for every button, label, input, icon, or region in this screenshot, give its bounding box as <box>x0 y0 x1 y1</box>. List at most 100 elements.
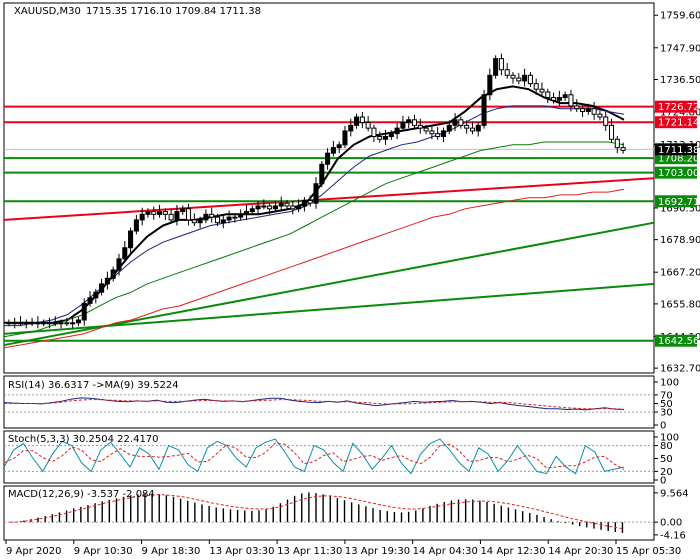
candle-body <box>516 77 522 82</box>
candle-body <box>174 211 180 221</box>
candle-body <box>168 213 174 221</box>
candle-body <box>452 119 458 126</box>
macd-signal-line <box>9 494 623 530</box>
candle-body <box>64 322 70 325</box>
candle-body <box>99 283 105 293</box>
level-label: 1726.72 <box>658 102 699 113</box>
candle-body <box>458 119 464 126</box>
osc-tick-label: 50 <box>660 454 673 465</box>
time-tick-label: 9 Apr 10:30 <box>74 546 133 557</box>
candle-body <box>296 205 302 210</box>
osc-tick-label: 20 <box>660 467 673 478</box>
candle-body <box>122 247 128 260</box>
candle-body <box>330 147 336 154</box>
candle-body <box>533 83 539 90</box>
candle-body <box>371 127 377 137</box>
price-axis: 1759.601747.901736.501724.801713.101690.… <box>654 11 700 375</box>
candle-body <box>12 322 18 325</box>
time-tick-label: 13 Apr 03:30 <box>209 546 274 557</box>
price-tick-label: 1667.20 <box>660 268 700 279</box>
candle-body <box>464 124 470 129</box>
candle-body <box>133 219 139 232</box>
candle-body <box>620 147 626 151</box>
osc-tick-label: 0 <box>660 476 666 487</box>
candle-body <box>359 116 365 124</box>
candle-body <box>214 216 221 224</box>
candle-body <box>504 69 510 76</box>
time-tick-label: 14 Apr 12:30 <box>480 546 545 557</box>
candle-body <box>180 208 186 213</box>
macd-title: MACD(12,26,9) -3.537 -2.084 <box>8 489 155 500</box>
candle-body <box>29 322 35 325</box>
price-tick-label: 1678.90 <box>660 235 700 246</box>
level-label: 1642.56 <box>658 336 699 347</box>
candle-body <box>597 113 603 118</box>
macd-panel <box>3 485 655 541</box>
candle-body <box>185 208 192 221</box>
candle-body <box>197 219 203 224</box>
price-plot <box>3 53 655 349</box>
level-tag <box>655 166 697 179</box>
candle-body <box>301 199 307 207</box>
candle-body <box>481 94 487 126</box>
candle-body <box>278 202 284 207</box>
trendline <box>3 177 655 221</box>
candle-body <box>220 219 226 224</box>
candle-body <box>614 138 620 149</box>
candle-body <box>568 94 574 107</box>
candle-body <box>41 322 47 325</box>
osc-tick-label: 80 <box>660 441 673 452</box>
osc-tick-label: 70 <box>660 390 673 401</box>
time-tick-label: 9 Apr 2020 <box>6 546 61 557</box>
candle-body <box>365 122 371 129</box>
candle-body <box>52 322 58 325</box>
candle-body <box>342 130 348 146</box>
candle-body <box>17 322 24 325</box>
osc-tick-label: 30 <box>660 408 673 419</box>
candle-body <box>238 213 244 218</box>
symbol-title: XAUUSD,M30 <box>14 6 81 17</box>
candle-body <box>6 322 12 325</box>
stoch-series-line <box>3 438 625 475</box>
candle-body <box>394 127 400 135</box>
candle-body <box>313 183 319 204</box>
time-tick-label: 14 Apr 04:30 <box>413 546 478 557</box>
candle-body <box>128 230 134 249</box>
candle-body <box>23 322 29 325</box>
rsi-plot <box>3 394 654 413</box>
candle-body <box>75 319 81 324</box>
candle-body <box>551 97 557 101</box>
time-tick-label: 13 Apr 11:30 <box>277 546 342 557</box>
level-tag <box>655 334 697 347</box>
candle-body <box>527 74 533 85</box>
candle-body <box>203 213 209 221</box>
macd-axis: 9.564 0.00-4.16 <box>654 488 689 541</box>
price-tick-label: 1724.80 <box>660 108 700 119</box>
candle-body <box>336 144 342 149</box>
candle-body <box>603 116 609 126</box>
candle-body <box>46 322 52 325</box>
current-price-tag <box>655 143 697 156</box>
candle-body <box>539 88 545 93</box>
main-panel <box>3 2 655 374</box>
ohlc-readout: 1715.35 1716.10 1709.84 1711.38 <box>86 6 261 17</box>
candle-body <box>469 127 475 132</box>
price-tick-label: 1736.50 <box>660 75 700 86</box>
candle-body <box>319 163 325 185</box>
level-tag <box>655 195 697 208</box>
candle-body <box>475 124 481 132</box>
rsi-panel <box>3 375 655 429</box>
candle-body <box>411 119 418 126</box>
time-tick-label: 9 Apr 18:30 <box>142 546 201 557</box>
candle-body <box>162 211 168 215</box>
trendline <box>3 282 655 335</box>
stoch-series-line <box>3 442 625 470</box>
candle-body <box>226 216 232 221</box>
sma-long-line <box>3 188 625 349</box>
osc-tick-label: -4.16 <box>660 530 686 541</box>
candle-body <box>209 213 215 218</box>
candle-body <box>232 216 238 219</box>
candle-body <box>284 202 290 207</box>
